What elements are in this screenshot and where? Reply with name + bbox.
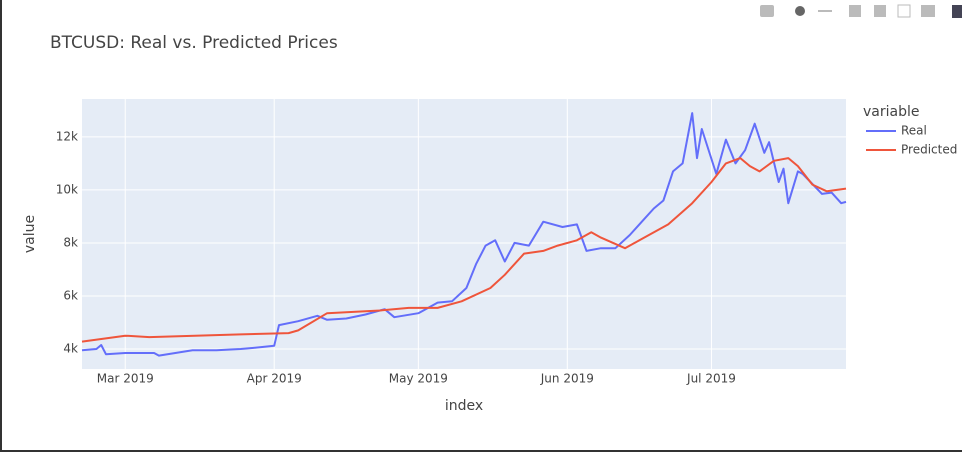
reset-icon[interactable] [921,5,935,17]
y-tick-label: 12k [56,129,78,143]
line-series [81,157,847,343]
x-tick-label: May 2019 [389,372,448,386]
pan-icon[interactable] [818,10,832,12]
zoom-out-icon[interactable] [874,5,886,17]
x-tick-label: Jun 2019 [540,372,594,386]
x-tick-label: Mar 2019 [97,372,154,386]
plot-area [82,99,846,369]
x-axis-title: index [445,398,483,414]
camera-icon[interactable] [760,5,774,17]
x-tick-label: Apr 2019 [247,372,302,386]
y-axis-title: value [22,215,38,253]
autoscale-icon[interactable] [897,4,911,18]
zoom-icon[interactable] [795,6,805,16]
modebar[interactable] [760,4,962,18]
zoom-in-icon[interactable] [849,5,861,17]
legend-title: variable [863,104,919,120]
line-series [81,112,847,357]
legend-label: Real [901,124,927,138]
legend-label: Predicted [901,143,957,157]
y-tick-label: 8k [63,235,78,249]
y-tick-label: 4k [63,341,78,355]
chart-title: BTCUSD: Real vs. Predicted Prices [50,33,338,53]
plotly-logo[interactable] [952,5,962,18]
x-tick-label: Jul 2019 [686,372,736,386]
y-tick-label: 10k [56,182,78,196]
y-tick-label: 6k [63,288,78,302]
